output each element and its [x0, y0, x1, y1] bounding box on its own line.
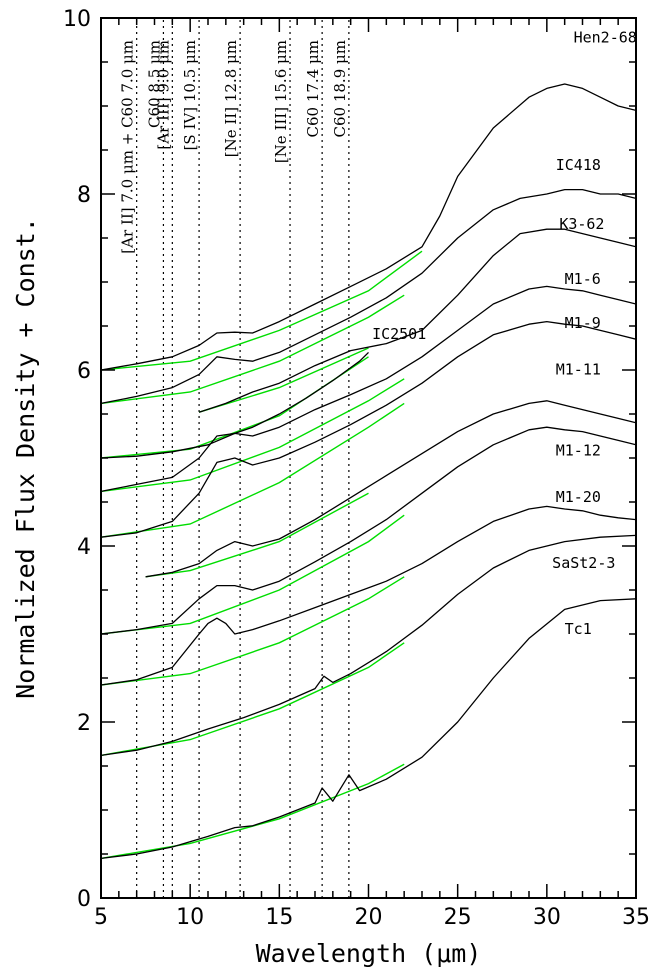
x-tick-label: 5: [94, 905, 108, 930]
series-label: Tc1: [565, 620, 592, 638]
continuum-line: [100, 356, 369, 459]
continuum-line: [100, 294, 405, 405]
line-marker-label: C60 8.5 μm: [145, 40, 163, 128]
spectrum-labels: Hen2-68 IC418 K3-62 IC2501 M1-6 M1-9 M1-11 M1-1…: [372, 29, 637, 638]
line-marker-label: [Ne III] 15.6 μm: [272, 40, 290, 163]
x-tick-label: 10: [176, 905, 204, 930]
line-marker-label: C60 17.4 μm: [304, 40, 322, 137]
series-line: [100, 351, 369, 459]
continuum-line: [100, 402, 405, 538]
series-line: [100, 505, 637, 686]
series-line: [100, 426, 637, 635]
line-marker-label: [S IV] 10.5 μm: [181, 40, 199, 150]
y-axis-title: Normalized Flux Density + Const.: [11, 217, 40, 699]
y-tick-label: 0: [77, 887, 91, 912]
y-tick-label: 6: [77, 359, 91, 384]
x-tick-label: 20: [355, 905, 383, 930]
emission-line-markers: [Ar II] 7.0 μm + C60 7.0 μm C60 8.5 μm[Ar…: [119, 20, 350, 898]
x-tick-label: 30: [533, 905, 561, 930]
series-label: M1-6: [565, 270, 601, 288]
continuum-line: [100, 378, 405, 493]
series-label: IC2501: [372, 325, 426, 343]
x-tick-label: 35: [622, 905, 650, 930]
series-line: [100, 83, 637, 371]
line-marker-label: [Ne II] 12.8 μm: [222, 40, 240, 157]
series-label: M1-20: [556, 488, 601, 506]
plot-axes: 5 10 15 20 25 30 35 0 2 4 6 8 10: [63, 7, 650, 930]
line-marker-label: [Ar II] 7.0 μm + C60 7.0 μm: [119, 40, 137, 254]
continuum-line: [100, 514, 405, 635]
series-line: [100, 598, 637, 860]
series-label: SaSt2-3: [552, 554, 615, 572]
series-line: [100, 320, 637, 538]
continuum-line: [100, 250, 423, 371]
series-label: Hen2-68: [574, 29, 637, 47]
line-marker-label: [Ar III] 9.0 μm: [154, 40, 172, 150]
series-label: M1-9: [565, 314, 601, 332]
y-tick-label: 4: [77, 535, 91, 560]
series-line: [100, 285, 637, 493]
continuum-line: [100, 763, 405, 860]
continuum-line: [145, 492, 369, 578]
y-tick-label: 10: [63, 7, 91, 32]
continuum-line: [100, 576, 405, 686]
series-label: K3-62: [559, 215, 604, 233]
x-axis-title: Wavelength (μm): [256, 939, 482, 968]
x-tick-label: 25: [444, 905, 472, 930]
series-line: [100, 188, 637, 405]
y-tick-label: 2: [77, 711, 91, 736]
continuum-line: [100, 642, 405, 757]
series-line: [145, 400, 637, 578]
series-label: M1-11: [556, 360, 601, 378]
series-line: [100, 534, 637, 757]
series-label: IC418: [556, 156, 601, 174]
series-line: [198, 228, 637, 413]
series-label: M1-12: [556, 441, 601, 459]
x-tick-label: 15: [265, 905, 293, 930]
line-marker-label: C60 18.9 μm: [331, 40, 349, 137]
spectra-series: [100, 83, 637, 860]
y-tick-label: 8: [77, 183, 91, 208]
